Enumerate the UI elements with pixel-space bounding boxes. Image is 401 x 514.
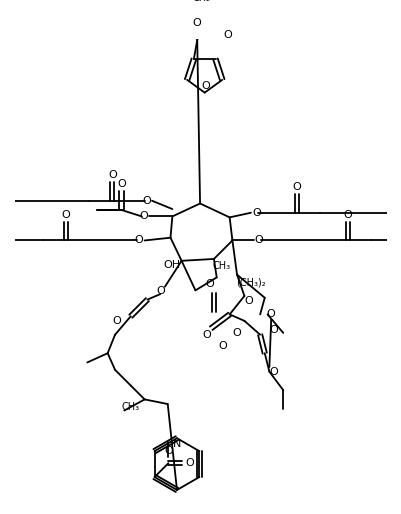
Text: O: O xyxy=(202,329,211,340)
Text: O: O xyxy=(266,309,275,319)
Text: O: O xyxy=(142,196,150,206)
Text: O: O xyxy=(244,296,253,305)
Text: O: O xyxy=(218,341,227,351)
Text: O: O xyxy=(107,170,116,180)
Text: O: O xyxy=(139,211,148,222)
Text: OH: OH xyxy=(163,261,180,270)
Text: O: O xyxy=(134,235,143,246)
Text: (CH₃)₂: (CH₃)₂ xyxy=(235,277,265,287)
Text: O: O xyxy=(269,366,277,377)
Text: O: O xyxy=(117,179,126,189)
Text: O: O xyxy=(223,30,232,40)
Text: O: O xyxy=(192,18,200,28)
Text: CH₂: CH₂ xyxy=(192,0,210,3)
Text: CH₃: CH₃ xyxy=(212,261,230,271)
Text: O: O xyxy=(292,182,301,192)
Text: O: O xyxy=(251,208,260,218)
Text: O: O xyxy=(254,235,263,246)
Text: O: O xyxy=(164,446,172,456)
Text: N: N xyxy=(172,439,181,449)
Text: O: O xyxy=(232,328,241,338)
Text: CH₃: CH₃ xyxy=(122,402,140,412)
Text: O: O xyxy=(62,210,70,219)
Text: O: O xyxy=(156,286,164,296)
Text: O: O xyxy=(205,279,213,289)
Text: O: O xyxy=(269,325,277,335)
Text: O: O xyxy=(185,458,194,468)
Text: O: O xyxy=(201,81,209,91)
Text: O: O xyxy=(112,316,121,326)
Text: O: O xyxy=(343,210,351,219)
